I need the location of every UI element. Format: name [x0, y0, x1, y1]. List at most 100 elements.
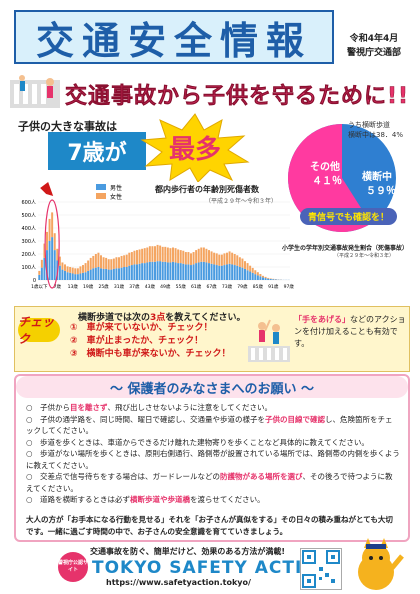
pie-chart: その他 ４１％ 横断中 ５９％: [288, 124, 396, 232]
pie-value-crossing: ５９％: [366, 185, 396, 197]
bar-female: [87, 260, 90, 271]
bar-male: [246, 270, 249, 280]
request-item: ○ 歩道がない場所を歩くときは、原則右側通行、路側帯が設置されている場所では、路…: [26, 448, 400, 471]
issue-info: 令和4年4月 警視庁交通部: [338, 32, 410, 60]
check-heading: 横断歩道では次の3点を教えてください。: [78, 310, 246, 323]
bar-male: [89, 269, 92, 280]
bar-female: [51, 212, 54, 238]
bar-female: [112, 258, 115, 269]
bar-female: [89, 257, 92, 270]
bar-female: [264, 276, 267, 279]
bar-male: [120, 267, 123, 280]
bar-male: [94, 267, 97, 280]
request-highlight: 子供の目線で確認: [265, 414, 326, 424]
bar-female: [148, 246, 151, 262]
bar-male: [184, 264, 187, 280]
bar-female: [177, 249, 180, 264]
bar-male: [272, 279, 275, 280]
bar-male: [128, 265, 131, 280]
bar-female: [159, 245, 162, 262]
arrow-icon: [40, 182, 54, 196]
bar-male: [74, 274, 77, 280]
bar-female: [233, 254, 236, 266]
request-text: ○ 交差点で信号待ちをする場合は、ガードレールなどの: [26, 472, 221, 481]
bar-male: [51, 237, 54, 280]
bar-female: [38, 270, 41, 275]
qr-code-icon[interactable]: [300, 548, 342, 590]
bar-female: [172, 247, 174, 262]
bar-male: [66, 272, 69, 280]
y-tick-label: 600人: [21, 200, 36, 206]
bar-male: [215, 265, 218, 280]
bar-female: [40, 259, 43, 268]
bar-female: [64, 264, 66, 271]
title-banner: 交通安全情報: [14, 10, 334, 64]
y-tick-label: 200人: [21, 252, 36, 258]
check-lead: 横断歩道では次の: [78, 313, 151, 323]
bar-male: [241, 267, 244, 280]
bar-male: [169, 262, 172, 280]
bar-male: [76, 274, 79, 280]
headline: 交通事故から子供を守るために!!: [64, 84, 410, 110]
bar-male: [148, 261, 151, 280]
bar-male: [195, 263, 198, 280]
request-item: ○ 交差点で信号待ちをする場合は、ガードレールなどの防護物がある場所を選び、その…: [26, 471, 400, 494]
brand-name[interactable]: TOKYO SAFETY ACTION: [92, 558, 333, 578]
bar-female: [76, 268, 79, 275]
bar-female: [226, 252, 228, 265]
x-tick-label: 13歳: [68, 283, 79, 290]
bar-male: [40, 267, 43, 280]
bar-female: [136, 250, 138, 265]
emphasis-text: 最多: [169, 135, 221, 165]
request-list: ○ 子供から目を離さず、飛び出しさせないように注意をしてください。 ○ 子供の通…: [26, 402, 400, 506]
legend-label: 男性: [110, 184, 122, 192]
confirm-badge: 青信号でも確認を！: [300, 208, 398, 225]
bar-male: [125, 267, 128, 280]
request-text: し、危険箇所をチェックしてください。: [26, 414, 393, 436]
bar-male: [38, 274, 41, 280]
bar-female: [61, 262, 64, 270]
bar-female: [208, 250, 210, 264]
bar-male: [244, 268, 246, 280]
request-text: ○ 道路を横断するときは必ず: [26, 495, 131, 504]
request-item: ○ 道路を横断するときは必ず横断歩道や歩道橋を渡らせてください。: [26, 494, 400, 506]
bar-male: [192, 264, 195, 280]
bar-female: [197, 248, 200, 263]
x-tick-label: 97歳: [284, 283, 295, 290]
request-text: を渡らせてください。: [190, 495, 265, 504]
bar-female: [259, 274, 262, 277]
bar-female: [110, 259, 113, 270]
bar-male: [236, 265, 239, 280]
request-item: ○ 歩道を歩くときは、車道からできるだけ離れた建物寄りを歩くことなど具体的に教え…: [26, 437, 400, 449]
bar-female: [215, 253, 218, 266]
bar-female: [174, 248, 177, 263]
bar-male: [58, 265, 61, 280]
bar-male: [84, 272, 87, 280]
bar-male: [64, 270, 66, 280]
pie-label-other: その他: [310, 160, 340, 173]
bar-male: [226, 264, 228, 280]
bar-male: [205, 262, 208, 280]
check-item: ③ 横断中も車が来ないか、チェック！: [70, 349, 231, 359]
x-tick-label: 7歳: [54, 283, 62, 290]
bar-female: [146, 247, 149, 263]
bar-female: [200, 247, 203, 262]
bar-male: [182, 263, 185, 280]
bar-male: [213, 264, 216, 280]
bar-female: [238, 257, 241, 267]
bar-female: [192, 252, 195, 265]
bar-female: [123, 255, 126, 267]
bar-male: [174, 262, 177, 280]
bar-male: [197, 262, 200, 280]
bar-female: [256, 272, 259, 276]
bar-female: [102, 257, 105, 269]
bar-female: [130, 252, 133, 266]
bar-female: [202, 247, 205, 262]
bar-female: [220, 254, 223, 266]
x-tick-label: 79歳: [237, 283, 248, 290]
site-url-link[interactable]: https://www.safetyaction.tokyo/: [106, 578, 251, 587]
bar-female: [213, 252, 216, 265]
issue-date: 令和4年4月: [349, 34, 399, 44]
bar-female: [120, 255, 123, 268]
bar-male: [43, 257, 46, 280]
